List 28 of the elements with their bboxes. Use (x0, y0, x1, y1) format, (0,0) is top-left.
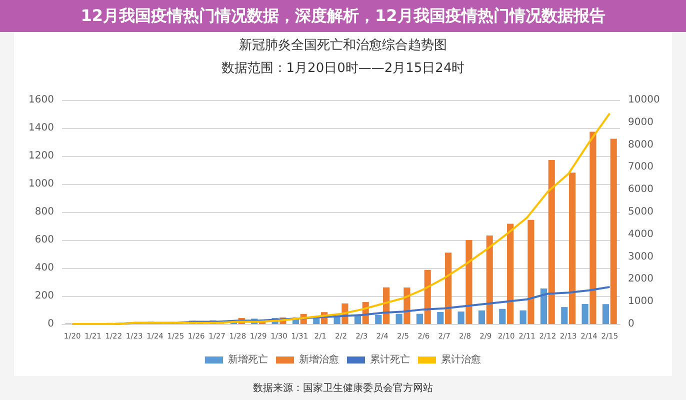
y2-tick-label: 2000 (628, 274, 654, 285)
legend-label: 累计死亡 (370, 354, 410, 366)
y2-tick-label: 9000 (628, 116, 654, 128)
y-tick-label: 1000 (28, 178, 54, 190)
y2-tick-label: 0 (628, 318, 634, 330)
y-tick-label: 1200 (28, 150, 54, 162)
legend-label: 新增死亡 (228, 354, 268, 366)
y2-tick-label: 1000 (628, 296, 654, 308)
y2-tick-label: 3000 (628, 251, 654, 262)
legend-label: 新增治愈 (299, 354, 339, 366)
text: 12月我国疫情热门情况数据，深度解析，12月我国疫情热门情况数据报告 (0, 0, 686, 32)
chart-subtitle: 数据范围：1月20日0时——2月15日24时 (221, 61, 465, 76)
y2-tick-label: 6000 (628, 184, 654, 196)
y2-tick-label: 7000 (628, 162, 654, 173)
y-tick-label: 200 (34, 290, 54, 302)
y2-tick-label: 10000 (628, 94, 660, 106)
y-tick-label: 600 (34, 234, 54, 246)
y2-tick-label: 5000 (628, 206, 654, 218)
y-tick-label: 400 (34, 262, 54, 274)
y-tick-label: 1400 (28, 122, 54, 134)
y-tick-label: 0 (48, 318, 54, 330)
chart-title: 新冠肺炎全国死亡和治愈综合趋势图 (239, 37, 447, 53)
source-note: 数据来源：国家卫生健康委员会官方网站 (252, 382, 434, 396)
y2-tick-label: 8000 (628, 139, 654, 150)
y2-tick-label: 4000 (628, 228, 654, 240)
y-tick-label: 1600 (28, 94, 54, 106)
legend-label: 累计治愈 (441, 354, 481, 366)
y-tick-label: 800 (34, 206, 54, 218)
